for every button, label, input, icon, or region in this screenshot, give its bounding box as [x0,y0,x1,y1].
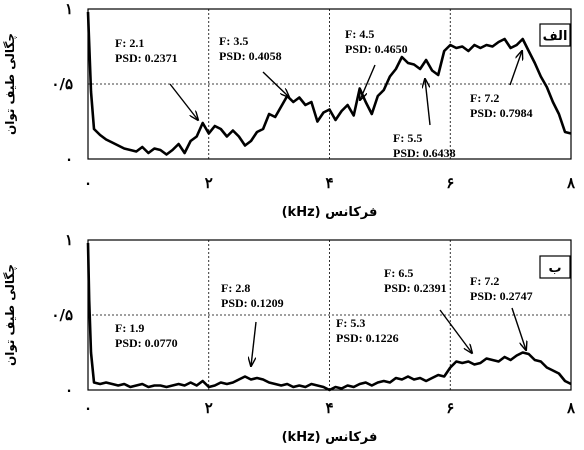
panel-label-box [539,255,571,279]
x-axis-label: فرکانس (kHz) [282,430,378,445]
plot-frame [87,8,572,160]
panel-label-box [539,23,571,47]
y-tick-label: ۱ [65,0,73,18]
annotation-label: PSD: 0.6438 [393,146,456,160]
annotation-arrow [509,51,522,86]
y-axis-label: چگالی طیف توان [3,264,18,366]
y-tick-label: ۰/۵ [51,75,73,93]
annotation-arrow [360,64,376,100]
x-tick-label: ۸ [566,174,576,192]
annotation-label: PSD: 0.1226 [336,331,399,345]
x-tick-label: ۶ [446,399,454,417]
y-tick-label: ۱ [65,231,73,249]
annotation-label: PSD: 0.2391 [384,281,447,295]
x-tick-label: ۶ [446,174,454,192]
annotation-label: PSD: 0.2371 [115,51,178,65]
annotation-label: PSD: 0.7984 [470,106,533,120]
annotation-label: F: 4.5 [345,27,374,41]
annotation-label: F: 7.2 [470,91,499,105]
x-tick-label: ۲ [205,399,213,417]
annotation-label: PSD: 0.4650 [345,42,408,56]
annotation-label: PSD: 0.0770 [115,336,178,350]
y-axis-label: چگالی طیف توان [3,33,18,135]
x-axis-label: فرکانس (kHz) [282,205,378,220]
annotation-arrow [169,83,198,120]
panel-label: ب [548,261,561,276]
y-tick-label: ۰/۵ [51,306,73,324]
x-tick-label: ۲ [205,174,213,192]
annotation-arrow [439,309,472,353]
annotation-label: PSD: 0.1209 [221,296,284,310]
y-tick-label: ۰ [65,381,73,399]
annotation-label: PSD: 0.4058 [219,49,282,63]
annotation-arrow [425,79,431,126]
psd-series-line [86,242,572,392]
annotation-arrow [251,321,257,366]
annotation-label: F: 2.1 [115,36,144,50]
x-tick-label: ۰ [84,174,92,192]
annotation-label: PSD: 0.2747 [470,289,533,303]
annotation-label: F: 5.5 [393,131,422,145]
psd-series-line [86,11,572,156]
x-tick-label: ۸ [566,399,576,417]
x-tick-label: ۰ [84,399,92,417]
x-tick-label: ۴ [325,174,333,192]
annotation-label: F: 6.5 [384,266,413,280]
x-tick-label: ۴ [325,399,333,417]
annotation-label: F: 1.9 [115,321,144,335]
y-tick-label: ۰ [65,150,73,168]
annotation-label: F: 5.3 [336,316,365,330]
annotation-label: F: 3.5 [219,34,248,48]
annotation-arrow [511,307,526,350]
annotation-label: F: 7.2 [470,274,499,288]
annotation-arrow [262,71,289,97]
panel-label: الف [543,29,568,44]
annotation-label: F: 2.8 [221,281,250,295]
